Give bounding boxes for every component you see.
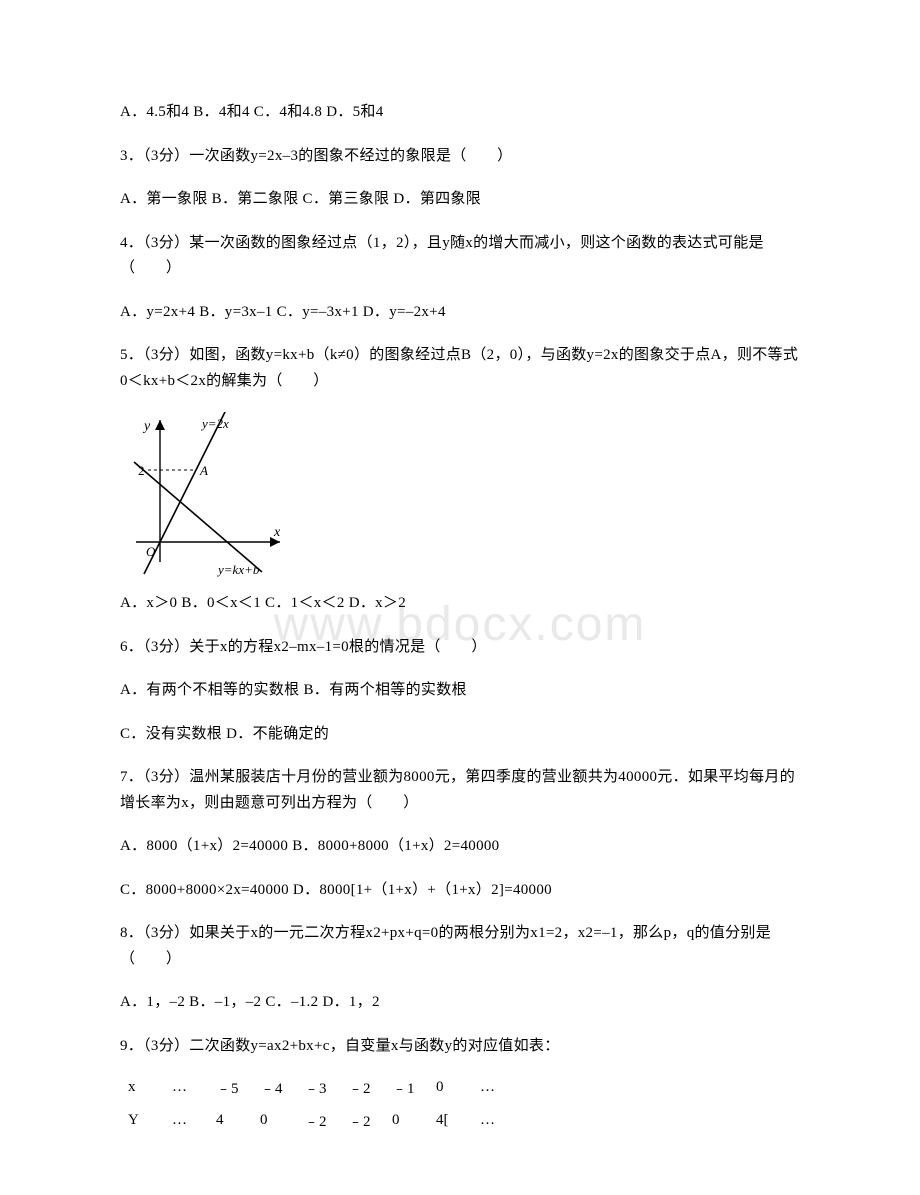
q9-table-2: Y…40﹣2﹣204[…	[120, 1106, 516, 1135]
table-cell: ﹣5	[208, 1073, 252, 1102]
y-axis-arrow	[155, 420, 165, 430]
table-cell: …	[164, 1073, 208, 1102]
label-y-kx-b: y=kx+b	[216, 562, 260, 577]
table-cell: ﹣2	[296, 1106, 340, 1135]
table-cell: …	[164, 1106, 208, 1135]
table-row: x…﹣5﹣4﹣3﹣2﹣10…	[120, 1073, 516, 1102]
q8-options: A．1，–2 B．–1，–2 C．–1.2 D．1，2	[120, 990, 800, 1016]
q3-stem: 3．（3分）一次函数y=2x–3的图象不经过的象限是（ ）	[120, 144, 800, 170]
q4-options: A．y=2x+4 B．y=3x–1 C．y=–3x+1 D．y=–2x+4	[120, 300, 800, 326]
label-origin: O	[146, 544, 156, 559]
q7-stem: 7．（3分）温州某服装店十月份的营业额为8000元，第四季度的营业额共为4000…	[120, 765, 800, 816]
q8-stem: 8．（3分）如果关于x的一元二次方程x2+px+q=0的两根分别为x1=2，x2…	[120, 921, 800, 972]
table-cell: ﹣4	[252, 1073, 296, 1102]
q2-options: A．4.5和4 B．4和4 C．4和4.8 D．5和4	[120, 100, 800, 126]
q6-stem: 6．（3分）关于x的方程x2–mx–1=0根的情况是（ ）	[120, 635, 800, 661]
label-x-axis: x	[273, 525, 281, 540]
table-cell: ﹣3	[296, 1073, 340, 1102]
label-y-axis: y	[142, 419, 151, 434]
label-A: A	[199, 463, 208, 478]
table-cell: 0	[252, 1106, 296, 1135]
table-cell: ﹣2	[340, 1073, 384, 1102]
table-cell: 0	[384, 1106, 428, 1135]
q5-stem: 5．（3分）如图，函数y=kx+b（k≠0）的图象经过点B（2，0），与函数y=…	[120, 343, 800, 394]
table-cell: 4	[208, 1106, 252, 1135]
q9-table: x…﹣5﹣4﹣3﹣2﹣10…	[120, 1073, 516, 1102]
q5-figure: A y x O 2 y=2x y=kx+b	[120, 412, 800, 577]
table-cell: …	[472, 1073, 516, 1102]
q3-options: A．第一象限 B．第二象限 C．第三象限 D．第四象限	[120, 187, 800, 213]
q6-options-line1: A．有两个不相等的实数根 B．有两个相等的实数根	[120, 678, 800, 704]
table-row: Y…40﹣2﹣204[…	[120, 1106, 516, 1135]
q7-options-line2: C．8000+8000×2x=40000 D．8000[1+（1+x）+（1+x…	[120, 878, 800, 904]
table-cell: 0	[428, 1073, 472, 1102]
label-tick-2: 2	[138, 463, 145, 478]
q7-options-line1: A．8000（1+x）2=40000 B．8000+8000（1+x）2=400…	[120, 834, 800, 860]
q6-options-line2: C．没有实数根 D．不能确定的	[120, 722, 800, 748]
table-cell: 4[	[428, 1106, 472, 1135]
table-cell: ﹣2	[340, 1106, 384, 1135]
q4-stem: 4．（3分）某一次函数的图象经过点（1，2），且y随x的增大而减小，则这个函数的…	[120, 231, 800, 282]
table-cell: ﹣1	[384, 1073, 428, 1102]
table-cell: x	[120, 1073, 164, 1102]
table-cell: …	[472, 1106, 516, 1135]
label-y-2x: y=2x	[200, 416, 229, 431]
q9-stem: 9．（3分）二次函数y=ax2+bx+c，自变量x与函数y的对应值如表：	[120, 1034, 800, 1060]
table-cell: Y	[120, 1106, 164, 1135]
q5-options: A．x＞0 B．0＜x＜1 C．1＜x＜2 D．x＞2	[120, 591, 800, 617]
line-y-2x	[144, 412, 230, 574]
